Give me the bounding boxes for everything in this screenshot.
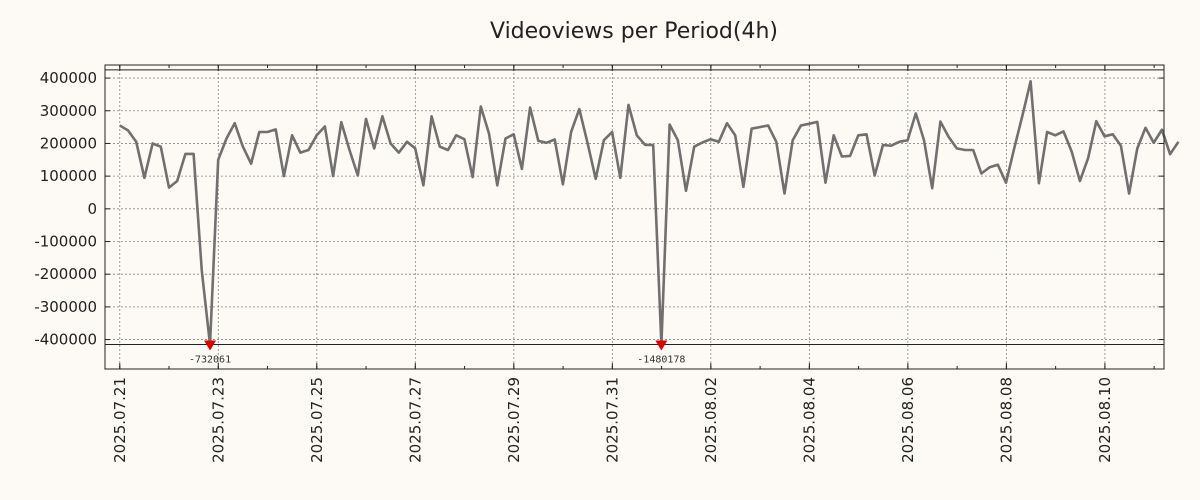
y-tick-label: -300000 bbox=[34, 298, 97, 316]
chart-title: Videoviews per Period(4h) bbox=[490, 19, 778, 44]
x-axis: 2025.07.21 2025.07.23 2025.07.25 2025.07.27… bbox=[111, 65, 1155, 463]
x-tick-label: 2025.07.23 bbox=[209, 377, 227, 463]
y-tick-label: 300000 bbox=[40, 102, 97, 120]
clip-lines bbox=[105, 69, 1164, 345]
x-tick-label: 2025.07.31 bbox=[603, 377, 621, 463]
x-tick-label: 2025.08.08 bbox=[997, 377, 1015, 463]
series bbox=[119, 80, 1180, 346]
plot-frame bbox=[104, 64, 1165, 370]
y-tick-label: 200000 bbox=[40, 134, 97, 152]
outlier-label: -1480178 bbox=[637, 354, 685, 365]
x-tick-label: 2025.07.21 bbox=[111, 377, 129, 463]
outlier-marker bbox=[204, 340, 217, 351]
outlier-marker bbox=[655, 340, 668, 351]
x-tick-label: 2025.08.10 bbox=[1096, 377, 1114, 463]
x-tick-label: 2025.08.04 bbox=[800, 377, 818, 463]
x-tick-label: 2025.08.02 bbox=[702, 377, 720, 463]
outlier-label: -732061 bbox=[189, 354, 231, 365]
x-tick-label: 2025.07.29 bbox=[505, 377, 523, 463]
y-tick-label: 0 bbox=[87, 200, 97, 218]
x-tick-label: 2025.08.06 bbox=[899, 377, 917, 463]
y-tick-label: -100000 bbox=[34, 233, 97, 251]
x-tick-label: 2025.07.27 bbox=[406, 377, 424, 463]
y-tick-label: 400000 bbox=[40, 69, 97, 87]
y-tick-label: -200000 bbox=[34, 265, 97, 283]
y-axis: 400000 300000 200000 100000 0 -100000 -200000 -… bbox=[34, 69, 1164, 349]
annotations: -732061 -1480178 bbox=[189, 340, 685, 365]
y-tick-label: -400000 bbox=[34, 331, 97, 349]
grid bbox=[105, 65, 1164, 369]
x-tick-label: 2025.07.25 bbox=[308, 377, 326, 463]
y-tick-label: 100000 bbox=[40, 167, 97, 185]
series-line bbox=[119, 80, 1180, 346]
